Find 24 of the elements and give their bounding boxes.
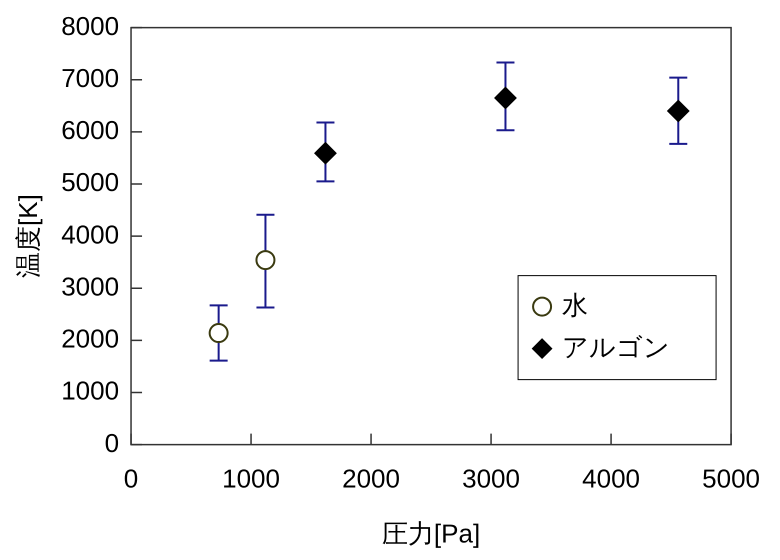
- x-tick-label: 0: [124, 463, 138, 494]
- x-tick-label: 5000: [702, 463, 760, 494]
- y-tick-label: 7000: [61, 62, 120, 93]
- point: [494, 86, 516, 109]
- point: [667, 100, 690, 122]
- point: [208, 323, 229, 344]
- y-tick-label: 6000: [61, 115, 120, 146]
- x-tick-label: 2000: [342, 463, 400, 494]
- y-tick-label: 0: [104, 428, 120, 458]
- point: [255, 250, 276, 270]
- point: [314, 142, 336, 164]
- y-tick-label: 4000: [61, 219, 120, 250]
- legend-label: アルゴン: [562, 332, 670, 362]
- y-tick-label: 2000: [61, 324, 120, 354]
- x-tick-label: 3000: [462, 463, 520, 494]
- y-axis-title: 温度[K]: [12, 194, 43, 278]
- y-tick-label: 5000: [61, 167, 120, 198]
- x-axis-title: 圧力[Pa]: [382, 518, 480, 549]
- y-tick-label: 1000: [61, 376, 120, 406]
- x-tick-label: 4000: [582, 463, 640, 494]
- legend-label: 水: [562, 290, 588, 320]
- y-tick-label: 8000: [61, 10, 120, 41]
- y-tick-label: 3000: [61, 271, 120, 302]
- x-tick-label: 1000: [222, 463, 280, 494]
